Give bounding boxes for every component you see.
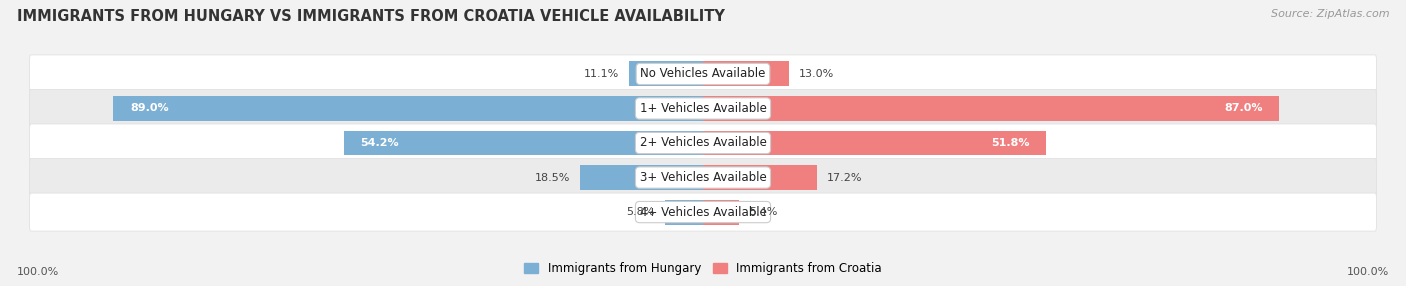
Bar	[703, 200, 738, 225]
Text: Source: ZipAtlas.com: Source: ZipAtlas.com	[1271, 9, 1389, 19]
Bar	[344, 131, 703, 155]
Bar	[114, 96, 703, 121]
Text: 89.0%: 89.0%	[129, 104, 169, 114]
Text: 5.8%: 5.8%	[626, 207, 655, 217]
FancyBboxPatch shape	[30, 90, 1376, 128]
Text: 11.1%: 11.1%	[585, 69, 620, 79]
Text: 2+ Vehicles Available: 2+ Vehicles Available	[640, 136, 766, 150]
Text: 51.8%: 51.8%	[991, 138, 1029, 148]
FancyBboxPatch shape	[30, 55, 1376, 93]
Bar	[703, 61, 789, 86]
Bar	[703, 165, 817, 190]
Bar	[630, 61, 703, 86]
FancyBboxPatch shape	[30, 124, 1376, 162]
Text: 5.4%: 5.4%	[749, 207, 778, 217]
Legend: Immigrants from Hungary, Immigrants from Croatia: Immigrants from Hungary, Immigrants from…	[519, 258, 887, 280]
Text: 54.2%: 54.2%	[360, 138, 399, 148]
Bar	[703, 131, 1046, 155]
Bar	[703, 96, 1279, 121]
Text: 17.2%: 17.2%	[827, 172, 862, 182]
Bar	[581, 165, 703, 190]
Text: 4+ Vehicles Available: 4+ Vehicles Available	[640, 206, 766, 219]
Text: 13.0%: 13.0%	[799, 69, 834, 79]
Text: 100.0%: 100.0%	[17, 267, 59, 277]
Text: 3+ Vehicles Available: 3+ Vehicles Available	[640, 171, 766, 184]
Text: IMMIGRANTS FROM HUNGARY VS IMMIGRANTS FROM CROATIA VEHICLE AVAILABILITY: IMMIGRANTS FROM HUNGARY VS IMMIGRANTS FR…	[17, 9, 724, 23]
Text: 87.0%: 87.0%	[1225, 104, 1263, 114]
Text: 1+ Vehicles Available: 1+ Vehicles Available	[640, 102, 766, 115]
FancyBboxPatch shape	[30, 193, 1376, 231]
Text: No Vehicles Available: No Vehicles Available	[640, 67, 766, 80]
Bar	[665, 200, 703, 225]
Text: 18.5%: 18.5%	[536, 172, 571, 182]
FancyBboxPatch shape	[30, 158, 1376, 196]
Text: 100.0%: 100.0%	[1347, 267, 1389, 277]
